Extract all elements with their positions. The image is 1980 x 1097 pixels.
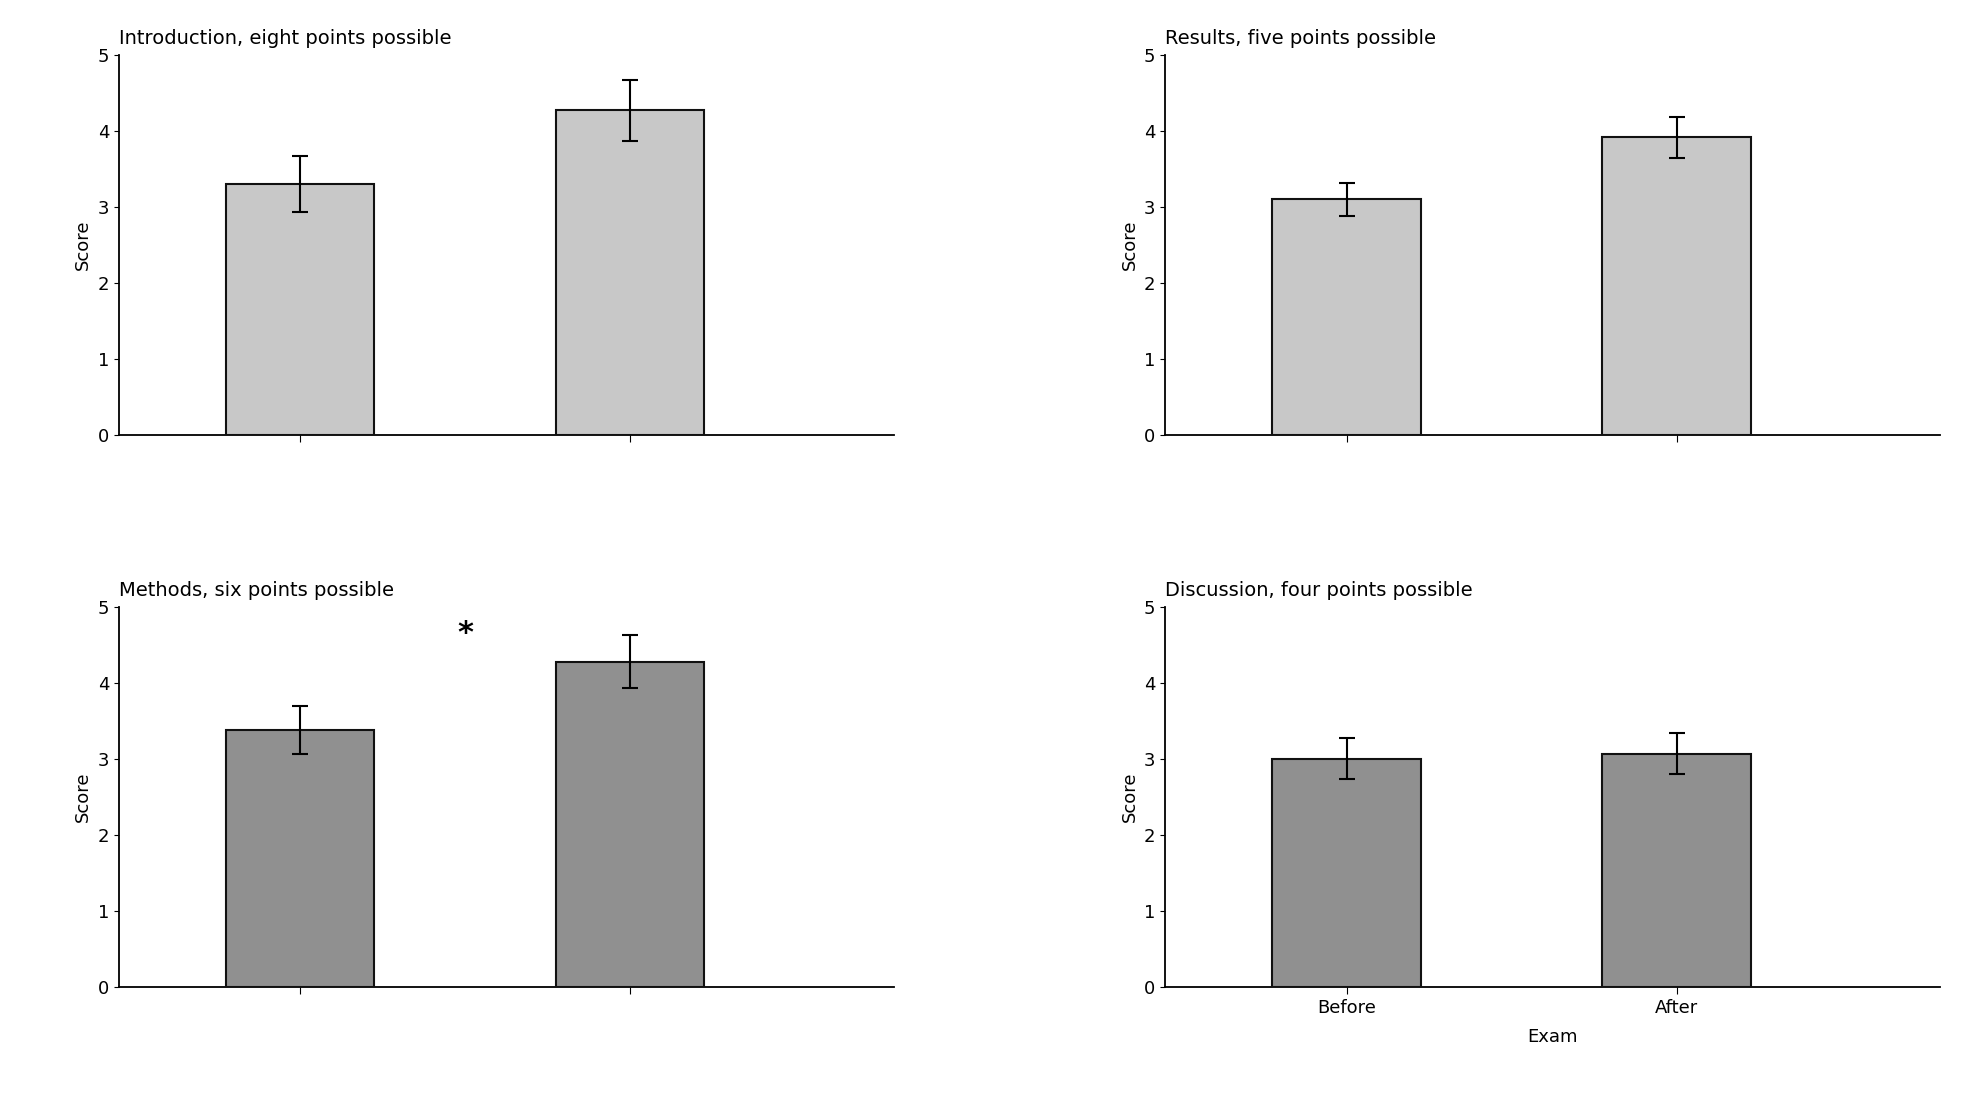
Y-axis label: Score: Score — [1121, 219, 1138, 270]
Bar — [1273, 759, 1422, 987]
Y-axis label: Score: Score — [73, 219, 91, 270]
Bar — [1602, 137, 1750, 436]
Bar — [556, 661, 705, 987]
Y-axis label: Score: Score — [1121, 772, 1138, 823]
Bar — [1602, 754, 1750, 987]
Text: *: * — [457, 619, 473, 648]
Bar — [226, 184, 374, 436]
Bar — [226, 730, 374, 987]
Text: Methods, six points possible: Methods, six points possible — [119, 580, 394, 600]
Text: Discussion, four points possible: Discussion, four points possible — [1166, 580, 1473, 600]
Bar — [1273, 200, 1422, 436]
X-axis label: Exam: Exam — [1529, 1028, 1578, 1047]
Text: Introduction, eight points possible: Introduction, eight points possible — [119, 29, 451, 48]
Text: Results, five points possible: Results, five points possible — [1166, 29, 1436, 48]
Y-axis label: Score: Score — [73, 772, 91, 823]
Bar — [556, 111, 705, 436]
